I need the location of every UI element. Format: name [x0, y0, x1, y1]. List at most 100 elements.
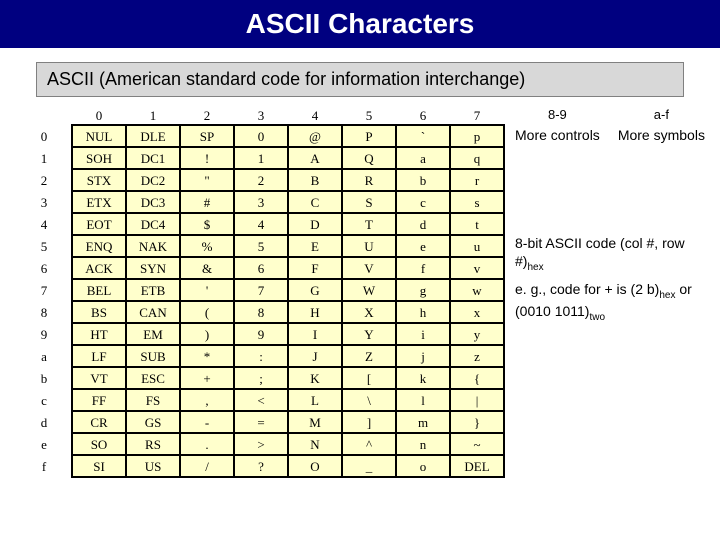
- cell-11-0: VT: [72, 367, 126, 389]
- cell-5-4: E: [288, 235, 342, 257]
- ascii-table-wrapper: 01234567 0NULDLESP0@P`p1SOHDC1!1AQaq2STX…: [18, 107, 505, 478]
- row-header-15: f: [18, 455, 72, 477]
- cell-15-3: ?: [234, 455, 288, 477]
- cell-6-3: 6: [234, 257, 288, 279]
- cell-12-7: |: [450, 389, 504, 411]
- col-header-7: 7: [450, 107, 504, 125]
- cell-1-1: DC1: [126, 147, 180, 169]
- subtitle-text: ASCII (American standard code for inform…: [47, 69, 525, 89]
- cell-3-7: s: [450, 191, 504, 213]
- cell-3-2: #: [180, 191, 234, 213]
- table-row: cFFFS,<L\l|: [18, 389, 504, 411]
- cell-6-7: v: [450, 257, 504, 279]
- table-row: 3ETXDC3#3CScs: [18, 191, 504, 213]
- cell-13-6: m: [396, 411, 450, 433]
- cell-7-3: 7: [234, 279, 288, 301]
- cell-2-7: r: [450, 169, 504, 191]
- cell-5-3: 5: [234, 235, 288, 257]
- table-row: dCRGS-=M]m}: [18, 411, 504, 433]
- cell-14-0: SO: [72, 433, 126, 455]
- row-header-7: 7: [18, 279, 72, 301]
- cell-10-3: :: [234, 345, 288, 367]
- cell-8-6: h: [396, 301, 450, 323]
- cell-2-0: STX: [72, 169, 126, 191]
- col-header-4: 4: [288, 107, 342, 125]
- cell-11-5: [: [342, 367, 396, 389]
- cell-0-3: 0: [234, 125, 288, 147]
- cell-15-6: o: [396, 455, 450, 477]
- cell-9-6: i: [396, 323, 450, 345]
- table-row: 0NULDLESP0@P`p: [18, 125, 504, 147]
- cell-10-0: LF: [72, 345, 126, 367]
- corner-cell: [18, 107, 72, 125]
- cell-6-4: F: [288, 257, 342, 279]
- cell-4-7: t: [450, 213, 504, 235]
- cell-12-0: FF: [72, 389, 126, 411]
- cell-10-4: J: [288, 345, 342, 367]
- cell-7-4: G: [288, 279, 342, 301]
- note-1: 8-bit ASCII code (col #, row #)hex: [515, 234, 710, 274]
- cell-7-0: BEL: [72, 279, 126, 301]
- cell-4-5: T: [342, 213, 396, 235]
- cell-0-1: DLE: [126, 125, 180, 147]
- cell-13-7: }: [450, 411, 504, 433]
- cell-5-0: ENQ: [72, 235, 126, 257]
- cell-1-0: SOH: [72, 147, 126, 169]
- cell-7-2: ': [180, 279, 234, 301]
- cell-3-4: C: [288, 191, 342, 213]
- row-header-9: 9: [18, 323, 72, 345]
- row-header-14: e: [18, 433, 72, 455]
- table-row: 4EOTDC4$4DTdt: [18, 213, 504, 235]
- row-header-8: 8: [18, 301, 72, 323]
- row-header-5: 5: [18, 235, 72, 257]
- cell-10-7: z: [450, 345, 504, 367]
- cell-4-6: d: [396, 213, 450, 235]
- cell-0-5: P: [342, 125, 396, 147]
- table-row: aLFSUB*:JZjz: [18, 345, 504, 367]
- cell-13-2: -: [180, 411, 234, 433]
- cell-1-4: A: [288, 147, 342, 169]
- cell-10-1: SUB: [126, 345, 180, 367]
- cell-3-1: DC3: [126, 191, 180, 213]
- cell-3-6: c: [396, 191, 450, 213]
- cell-11-4: K: [288, 367, 342, 389]
- cell-7-6: g: [396, 279, 450, 301]
- cell-14-5: ^: [342, 433, 396, 455]
- cell-4-3: 4: [234, 213, 288, 235]
- cell-1-2: !: [180, 147, 234, 169]
- row-header-1: 1: [18, 147, 72, 169]
- col-8-9-text: More controls: [515, 126, 600, 144]
- subtitle-bar: ASCII (American standard code for inform…: [36, 62, 684, 97]
- page-title: ASCII Characters: [246, 8, 475, 39]
- cell-5-2: %: [180, 235, 234, 257]
- cell-11-1: ESC: [126, 367, 180, 389]
- cell-9-1: EM: [126, 323, 180, 345]
- cell-14-7: ~: [450, 433, 504, 455]
- cell-13-3: =: [234, 411, 288, 433]
- cell-6-6: f: [396, 257, 450, 279]
- cell-13-0: CR: [72, 411, 126, 433]
- table-row: eSORS.>N^n~: [18, 433, 504, 455]
- cell-6-1: SYN: [126, 257, 180, 279]
- cell-15-7: DEL: [450, 455, 504, 477]
- col-a-f-note: a-f More symbols: [618, 107, 705, 144]
- row-header-13: d: [18, 411, 72, 433]
- cell-13-5: ]: [342, 411, 396, 433]
- row-header-3: 3: [18, 191, 72, 213]
- note-2: e. g., code for + is (2 b)hex or (0010 1…: [515, 280, 710, 324]
- ascii-table: 01234567 0NULDLESP0@P`p1SOHDC1!1AQaq2STX…: [18, 107, 505, 478]
- cell-2-1: DC2: [126, 169, 180, 191]
- side-notes: 8-9 More controls a-f More symbols 8-bit…: [505, 107, 710, 478]
- cell-14-4: N: [288, 433, 342, 455]
- cell-15-0: SI: [72, 455, 126, 477]
- cell-13-4: M: [288, 411, 342, 433]
- col-8-9-note: 8-9 More controls: [515, 107, 600, 144]
- cell-0-0: NUL: [72, 125, 126, 147]
- row-header-2: 2: [18, 169, 72, 191]
- table-row: 2STXDC2"2BRbr: [18, 169, 504, 191]
- col-header-0: 0: [72, 107, 126, 125]
- col-header-2: 2: [180, 107, 234, 125]
- cell-3-3: 3: [234, 191, 288, 213]
- cell-14-3: >: [234, 433, 288, 455]
- cell-9-5: Y: [342, 323, 396, 345]
